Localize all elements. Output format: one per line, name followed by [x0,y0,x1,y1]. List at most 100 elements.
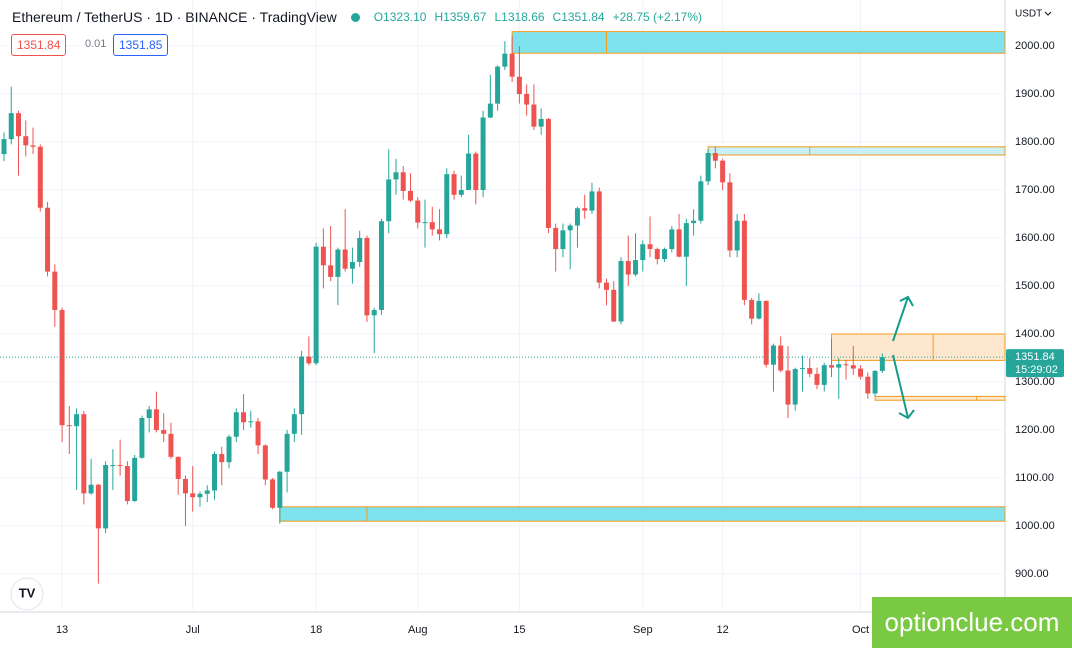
y-tick-label: 1500.00 [1015,280,1055,292]
candle-body [407,190,413,201]
last-price-box [1006,349,1064,378]
candle-body [879,357,885,371]
candle-body [139,417,145,458]
candle-body [219,453,225,463]
candle-body [821,365,827,385]
candle-body [45,207,51,272]
candle-body [23,136,29,146]
candle-body [248,421,254,423]
candle-body [8,113,14,140]
x-tick-label: Aug [408,624,428,636]
candle-body [734,220,740,251]
y-tick-label: 1700.00 [1015,184,1055,196]
candle-body [611,289,617,322]
buy-button[interactable]: 1351.85 [113,34,169,56]
y-tick-label: 1800.00 [1015,136,1055,148]
ohlc-change: +28.75 (+2.17%) [612,10,702,24]
candle-body [168,433,174,457]
dropdown-icon[interactable] [1044,11,1052,16]
candle-body [74,414,80,427]
candle-body [625,261,631,275]
candle-body [836,364,842,368]
candle-body [1,139,7,154]
candle-body [582,208,588,211]
y-tick-label: 1600.00 [1015,232,1055,244]
y-tick-label: 1000.00 [1015,520,1055,532]
watermark: optionclue.com [872,597,1072,648]
candle-body [538,118,544,127]
y-tick-label: 2000.00 [1015,40,1055,52]
candle-body [110,465,116,467]
candle-body [785,370,791,405]
candle-body [444,174,450,235]
candle-body [778,345,784,371]
candle-body [182,478,188,494]
candle-body [720,160,726,183]
candle-body [190,493,196,498]
candle-body [502,53,508,67]
candle-body [299,356,305,415]
candle-body [741,220,747,300]
candle-body [553,227,559,250]
currency[interactable]: USDT [1015,9,1042,20]
candle-body [487,103,493,118]
candle-body [872,370,878,394]
candle-body [95,484,101,529]
candle-body [662,249,668,260]
y-tick-label: 900.00 [1015,568,1049,580]
candle-body [277,471,283,508]
candle-body [320,246,326,266]
x-tick-label: 13 [56,624,68,636]
x-tick-label: Jul [186,624,200,636]
candle-body [233,412,239,437]
candle-body [103,465,109,529]
svg-text:TV: TV [19,585,36,600]
candle-body [480,117,486,190]
candle-body [81,414,87,494]
candle-body [284,433,290,472]
candle-body [545,118,551,228]
spread: 0.01 [80,34,112,54]
sell-button[interactable]: 1351.84 [11,34,67,56]
zone [511,31,1006,54]
candle-body [792,369,798,405]
candle-body [756,300,762,319]
x-tick-label: 15 [513,624,525,636]
candle-body [516,76,522,94]
candle-body [378,221,384,310]
y-tick-label: 1100.00 [1015,472,1054,484]
candle-body [364,237,370,316]
candle-body [589,191,595,211]
candle-body [466,153,472,190]
candle-body [676,229,682,257]
candle-body [691,220,697,224]
candle-body [212,453,218,491]
candle-body [59,309,65,426]
x-tick-label: 18 [310,624,322,636]
candle-body [683,223,689,257]
legend: Ethereum / TetherUS · 1D · BINANCE · Tra… [12,9,702,25]
candle-body [88,484,94,494]
candle-body [357,237,363,262]
ohlc-close: C1351.84 [552,10,605,24]
candle-body [16,113,22,137]
candle-body [727,182,733,251]
candle-body [342,249,348,269]
candle-body [807,368,813,374]
candle-body [153,409,159,430]
candle-body [313,246,319,364]
candle-body [226,436,232,463]
projection-arrows [892,295,915,420]
candle-body [262,445,268,480]
candle-body [567,225,573,231]
ohlc-high: H1359.67 [434,10,487,24]
candle-body [698,181,704,221]
candle-body [799,368,805,370]
candle-body [371,309,377,316]
zone [707,146,1006,156]
candle-body [306,356,312,364]
tv-logo: TV [10,577,44,611]
candle-body [640,244,646,261]
zone [831,333,1006,361]
candle-body [429,222,435,230]
